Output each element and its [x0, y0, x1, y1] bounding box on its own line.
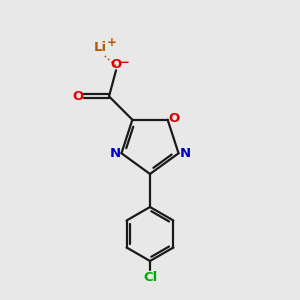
Text: +: + [107, 36, 117, 50]
Text: O: O [169, 112, 180, 125]
Text: −: − [120, 56, 130, 69]
Text: Li: Li [94, 41, 107, 54]
Text: N: N [180, 147, 191, 160]
Text: O: O [73, 90, 84, 103]
Text: O: O [110, 58, 122, 71]
Text: N: N [109, 147, 120, 160]
Text: Cl: Cl [143, 271, 157, 284]
